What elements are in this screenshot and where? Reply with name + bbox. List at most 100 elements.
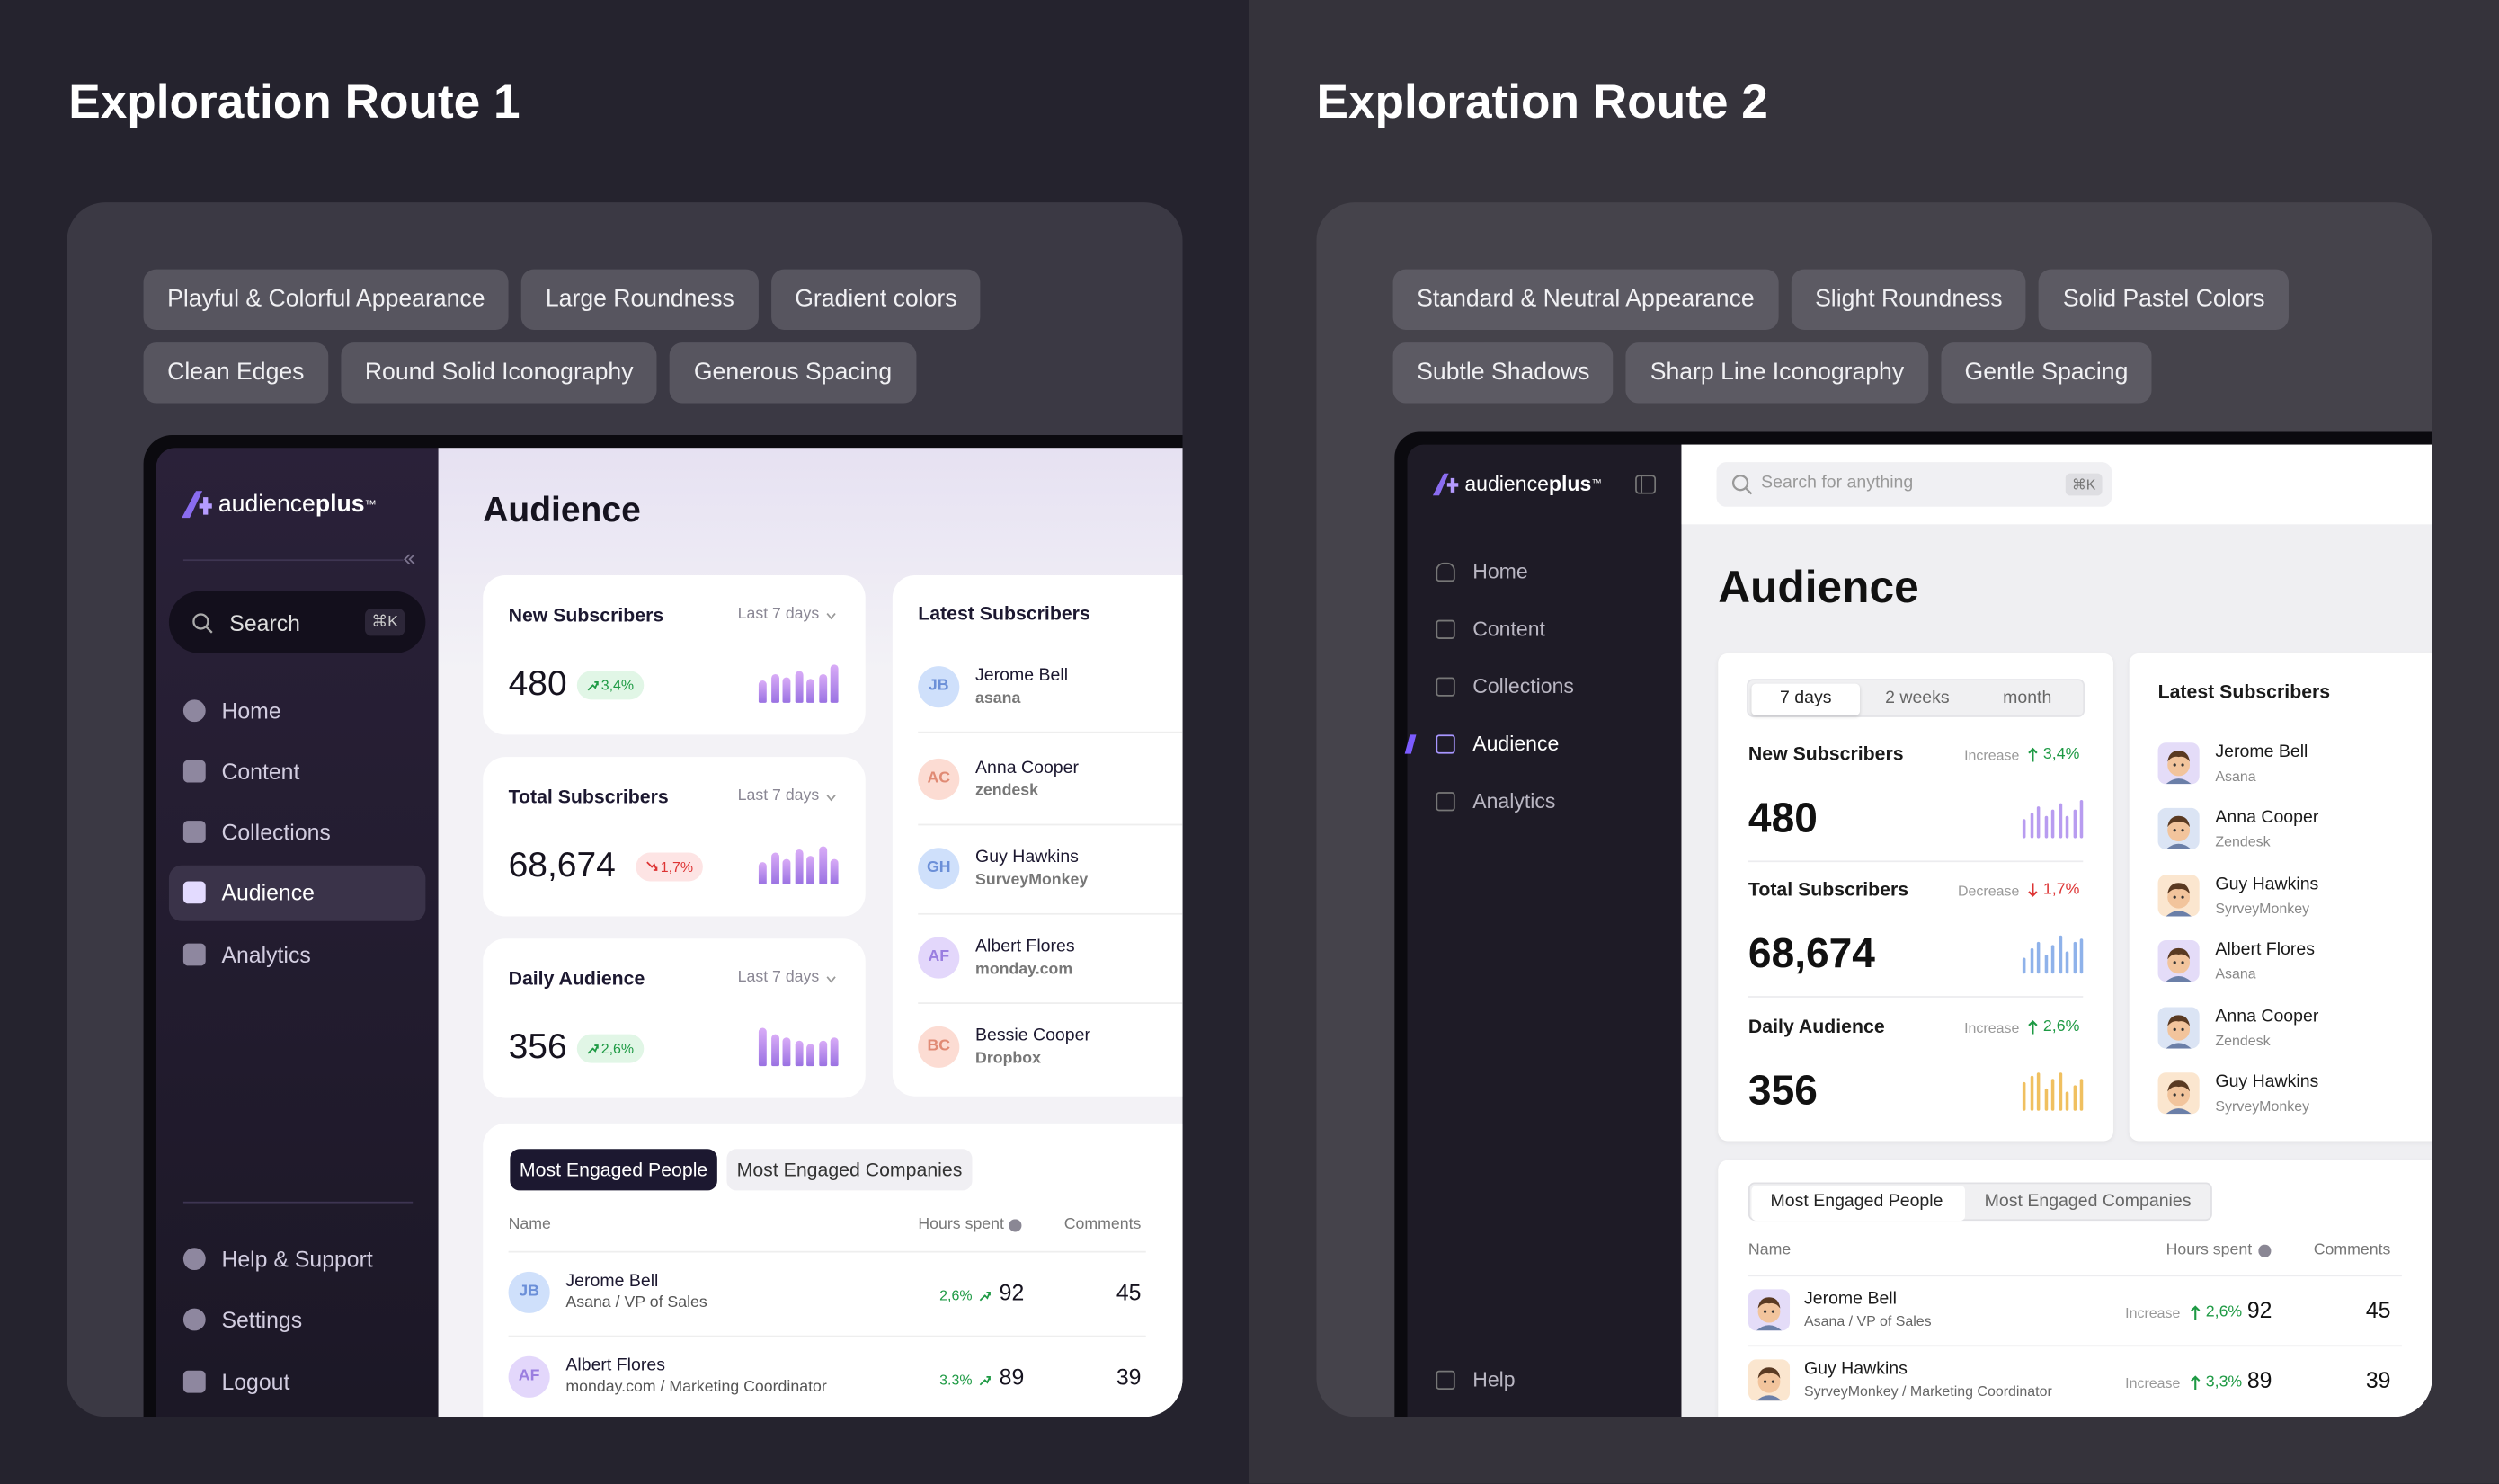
person-company: Dropbox xyxy=(975,1050,1041,1068)
tab[interactable]: Most Engaged Companies xyxy=(1976,1186,2199,1221)
nav-item[interactable]: Audience xyxy=(168,865,426,921)
segmented-control: 7 days 2 weeks month xyxy=(1747,679,2085,717)
avatar xyxy=(2157,1072,2200,1115)
circle-shape xyxy=(1757,1300,1781,1323)
row-divider xyxy=(1748,1275,2402,1277)
nav-item[interactable]: Settings xyxy=(169,1293,425,1348)
stat-value: 480 xyxy=(1748,794,1818,842)
brand-name: audience xyxy=(1464,472,1549,496)
hours: 89 xyxy=(2246,1366,2272,1392)
path-shape xyxy=(587,1044,600,1054)
nav-item[interactable]: Content xyxy=(169,744,425,800)
row-divider xyxy=(1748,1345,2402,1347)
device: audienceplus™ Home Content Collections Audie… xyxy=(1394,431,2432,1417)
spark-bar xyxy=(758,1027,767,1067)
nav-label: Settings xyxy=(221,1306,303,1332)
nav-item[interactable]: Help & Support xyxy=(169,1231,425,1287)
path-shape xyxy=(2167,815,2191,828)
person-subtitle: Asana / VP of Sales xyxy=(565,1293,707,1312)
search-box[interactable]: Search for anything ⌘K xyxy=(1716,462,2112,507)
page-title: Audience xyxy=(483,488,641,529)
brand: audienceplus™ xyxy=(218,491,538,520)
row-divider xyxy=(918,731,1183,733)
spark-bar xyxy=(2065,951,2069,974)
tag: Sharp Line Iconography xyxy=(1626,342,1928,404)
chevron xyxy=(825,975,836,983)
spark-bar xyxy=(2079,800,2084,839)
avatar: AF xyxy=(508,1355,550,1398)
nav-item[interactable]: Home xyxy=(1408,550,1682,595)
search-box[interactable]: Search ⌘K xyxy=(168,591,426,653)
search-icon xyxy=(1730,474,1753,496)
tab[interactable]: Most Engaged People xyxy=(510,1149,717,1191)
avatar-initials: AC xyxy=(927,769,951,787)
avatar-initials: GH xyxy=(926,858,951,877)
nav-item[interactable]: Content xyxy=(1408,607,1682,652)
spark-bar xyxy=(782,1037,791,1067)
nav-item[interactable]: Analytics xyxy=(1408,779,1682,824)
line-shape xyxy=(1745,487,1753,495)
person-subtitle: Asana / VP of Sales xyxy=(1803,1312,1932,1328)
table-card: Most Engaged People Most Engaged Companie… xyxy=(1718,1160,2432,1417)
trend-arrow-svg xyxy=(2028,883,2038,897)
avatar-face-svg xyxy=(2166,947,2192,982)
info-icon xyxy=(2258,1244,2272,1257)
search-icon-svg xyxy=(1731,475,1753,495)
circle-shape xyxy=(2167,1017,2191,1041)
column-header: Name xyxy=(508,1215,551,1234)
circle-shape xyxy=(1757,1370,1781,1393)
change-badge: 1,7% xyxy=(636,852,704,882)
spark-bar xyxy=(830,858,839,884)
person-name: Anna Cooper xyxy=(975,759,1079,778)
nav-item[interactable]: Audience xyxy=(1404,722,1682,767)
spark-bar xyxy=(2058,803,2062,839)
person-company: SyrveyMonkey xyxy=(2215,1097,2310,1114)
tag: Solid Pastel Colors xyxy=(2039,269,2290,331)
path-shape xyxy=(1756,1325,1783,1331)
logo-icon-svg xyxy=(1432,473,1459,496)
spark-bar xyxy=(2065,815,2069,839)
tab[interactable]: Most Engaged Companies xyxy=(726,1149,973,1191)
change: 1,7% xyxy=(2042,881,2080,899)
path-shape xyxy=(2166,975,2192,982)
nav-item[interactable]: Home xyxy=(169,684,425,740)
card-title: Latest Subscribers xyxy=(2157,680,2331,703)
circle-shape xyxy=(2167,951,2191,974)
trend-arrow xyxy=(587,1043,600,1055)
spark-bar xyxy=(794,671,803,703)
path-shape xyxy=(1757,1297,1781,1309)
circle-shape xyxy=(2181,829,2184,832)
circle-shape xyxy=(2173,1027,2176,1031)
trend-arrow xyxy=(2027,1019,2038,1035)
avatar: JB xyxy=(508,1271,550,1313)
nav-icon xyxy=(182,760,206,783)
stat-period: Last 7 days xyxy=(737,605,820,624)
nav-item[interactable]: Collections xyxy=(169,804,425,860)
spark-bar xyxy=(2036,1072,2041,1111)
person-name: Albert Flores xyxy=(565,1356,665,1376)
circle-shape xyxy=(2258,1244,2272,1257)
nav-item[interactable]: Help xyxy=(1408,1358,1682,1403)
trend-arrow-svg xyxy=(2191,1305,2201,1320)
avatar-initials: AF xyxy=(928,947,950,966)
nav-label: Collections xyxy=(221,818,331,844)
avatar-face xyxy=(2158,875,2200,917)
person-name: Albert Flores xyxy=(2215,940,2315,961)
nav-label: Content xyxy=(1472,617,1545,642)
brand-accent: plus xyxy=(315,491,365,519)
nav-item[interactable]: Collections xyxy=(1408,664,1682,709)
shortcut: ⌘K xyxy=(371,613,398,632)
tab-group: Most Engaged People Most Engaged Companie… xyxy=(1745,1182,2212,1222)
trend-label: Increase xyxy=(1964,1018,2020,1035)
nav-item[interactable]: Analytics xyxy=(169,928,425,983)
tag-row: Playful & Colorful Appearance Large Round… xyxy=(143,269,1132,331)
trend-arrow xyxy=(2027,747,2038,762)
line-shape xyxy=(205,626,213,634)
change: 2,6% xyxy=(939,1286,973,1303)
avatar xyxy=(1748,1289,1791,1331)
nav-item[interactable]: Logout xyxy=(169,1355,425,1410)
row-divider xyxy=(918,1002,1183,1004)
path-shape xyxy=(826,613,836,620)
circle-shape xyxy=(2173,895,2176,899)
tab[interactable]: Most Engaged People xyxy=(1745,1186,1968,1221)
